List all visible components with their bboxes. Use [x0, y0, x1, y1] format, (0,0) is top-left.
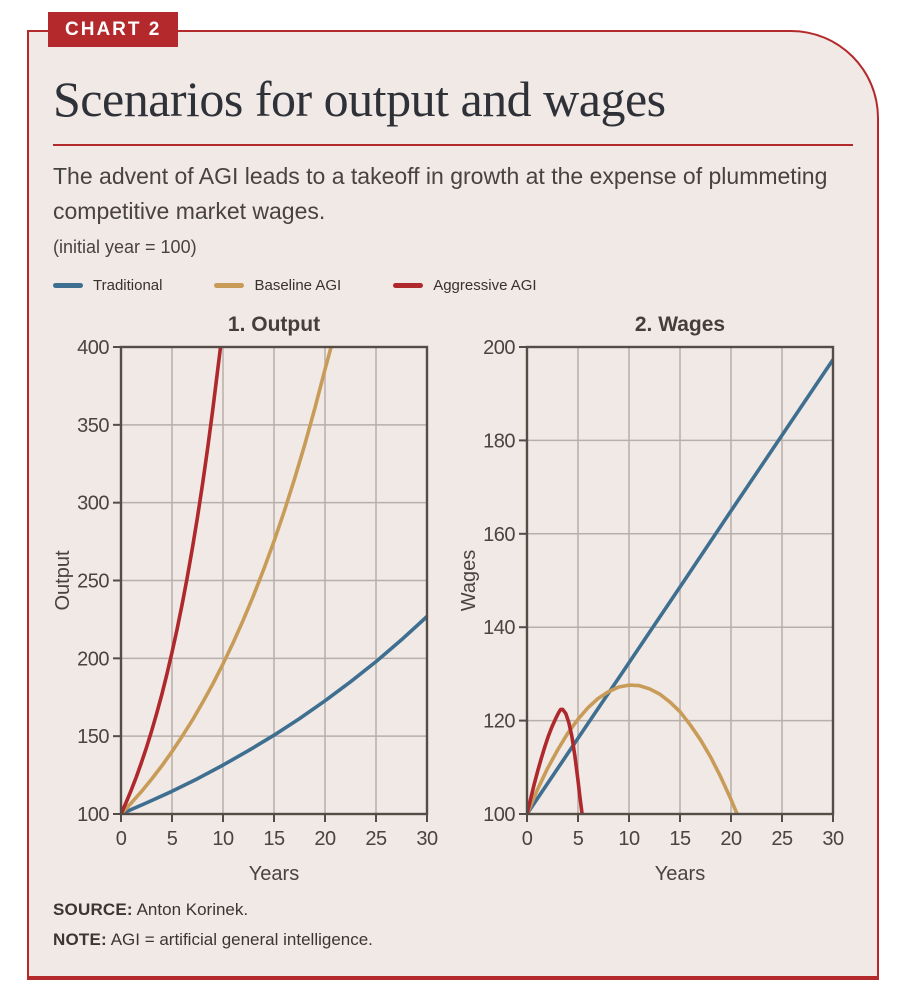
- y-axis-title: Wages: [459, 550, 480, 612]
- series-line-baseline-agi: [121, 347, 333, 814]
- series-group: [527, 357, 833, 814]
- y-tick-label: 160: [483, 524, 515, 546]
- y-tick-label: 120: [483, 711, 515, 733]
- x-axis-title: Years: [655, 863, 705, 885]
- chart-card: Scenarios for output and wages The adven…: [27, 30, 879, 980]
- wages-chart: 0 5 10 15 20 25 30 100 120 140 160 180 200 2. Wages Ye…: [459, 313, 844, 885]
- baseline-agi-line-swatch: [214, 283, 245, 288]
- aggressive-agi-line-swatch: [393, 283, 424, 288]
- series-line-baseline-agi: [527, 683, 739, 814]
- x-tick-label: 0: [116, 828, 127, 850]
- x-tick-label: 20: [314, 828, 336, 850]
- legend-item-baseline-agi: Baseline AGI: [214, 277, 341, 294]
- x-tick-label: 25: [771, 828, 793, 850]
- chart-subtitle: The advent of AGI leads to a takeoff in …: [53, 163, 828, 224]
- panel-title: 1. Output: [228, 313, 320, 336]
- y-tick-label: 100: [483, 804, 515, 826]
- x-axis-title: Years: [249, 863, 299, 885]
- note-text: AGI = artificial general intelligence.: [110, 929, 373, 949]
- x-tick-label: 10: [618, 828, 640, 850]
- y-tick-label: 180: [483, 430, 515, 452]
- y-tick-label: 300: [77, 493, 109, 515]
- note-line: NOTE: AGI = artificial general intellige…: [53, 925, 853, 955]
- page-title: Scenarios for output and wages: [53, 71, 666, 127]
- legend-item-aggressive-agi: Aggressive AGI: [393, 277, 537, 294]
- x-tick-label: 0: [522, 828, 533, 850]
- units-note: (initial year = 100): [53, 237, 197, 257]
- y-tick-label: 350: [77, 415, 109, 437]
- legend-label: Traditional: [93, 277, 163, 294]
- source-line: SOURCE: Anton Korinek.: [53, 895, 853, 925]
- chart-number-badge: CHART 2: [48, 12, 179, 47]
- legend-label: Baseline AGI: [254, 277, 342, 294]
- x-tick-label: 5: [573, 828, 584, 850]
- series-line-traditional: [121, 614, 427, 814]
- x-tick-label: 15: [669, 828, 691, 850]
- x-tick-label: 30: [822, 828, 844, 850]
- source-text: Anton Korinek.: [136, 900, 249, 919]
- y-tick-label: 140: [483, 617, 515, 639]
- source-note-block: SOURCE: Anton Korinek. NOTE: AGI = artif…: [53, 895, 853, 955]
- y-tick-label: 250: [77, 571, 109, 593]
- y-tick-label: 200: [483, 337, 515, 359]
- traditional-line-swatch: [53, 283, 83, 288]
- x-tick-label: 30: [416, 828, 438, 850]
- x-tick-label: 10: [212, 828, 234, 850]
- legend-item-traditional: Traditional: [53, 277, 162, 294]
- y-tick-label: 150: [77, 726, 109, 748]
- panel-title: 2. Wages: [635, 313, 725, 336]
- y-axis-title: Output: [53, 550, 74, 610]
- x-tick-label: 5: [167, 828, 178, 850]
- charts-row: 0 5 10 15 20 25 30 100 150 200 250 300 350 400 1. Outp…: [53, 305, 853, 893]
- series-line-traditional: [527, 357, 833, 814]
- plot-frame: [525, 345, 835, 816]
- y-tick-label: 400: [77, 337, 109, 359]
- series-group: [121, 347, 427, 814]
- note-label: NOTE:: [53, 929, 107, 949]
- plot-frame: [119, 345, 429, 816]
- series-line-aggressive-agi: [527, 707, 584, 814]
- output-chart: 0 5 10 15 20 25 30 100 150 200 250 300 350 400 1. Outp…: [53, 313, 438, 885]
- x-tick-label: 20: [720, 828, 742, 850]
- title-divider: [53, 144, 853, 146]
- series-line-aggressive-agi: [121, 347, 223, 814]
- x-tick-label: 25: [365, 828, 387, 850]
- legend-label: Aggressive AGI: [433, 277, 537, 294]
- y-tick-label: 200: [77, 648, 109, 670]
- x-tick-label: 15: [263, 828, 285, 850]
- legend: Traditional Baseline AGI Aggressive AGI: [53, 277, 853, 294]
- source-label: SOURCE:: [53, 900, 133, 919]
- y-tick-label: 100: [77, 804, 109, 826]
